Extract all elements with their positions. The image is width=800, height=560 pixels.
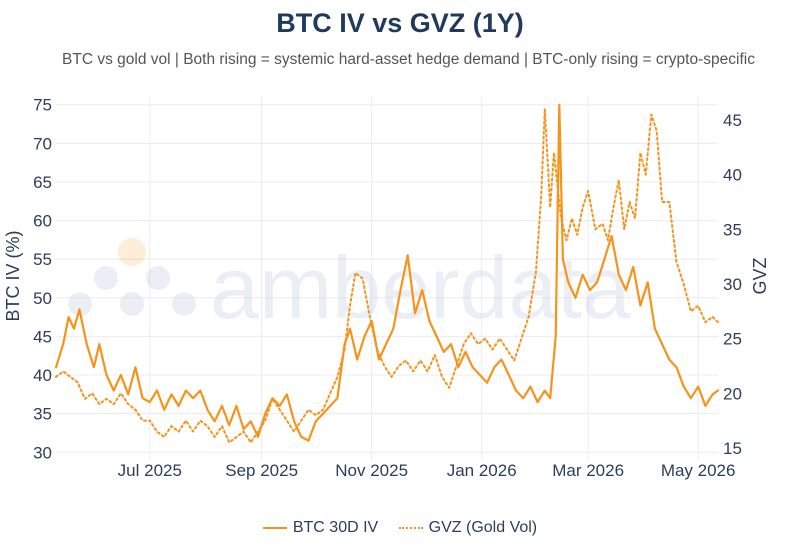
x-tick-label: Nov 2025	[335, 461, 408, 480]
right-tick-label: 35	[723, 220, 742, 239]
left-tick-label: 35	[33, 405, 52, 424]
grid-layer	[56, 97, 718, 460]
right-tick-label: 25	[723, 330, 742, 349]
legend-label: GVZ (Gold Vol)	[428, 519, 538, 536]
left-axis: 30 35 40 45 50 55 60 65 70 75	[33, 96, 52, 463]
watermark-logo-dot	[146, 266, 170, 290]
legend-swatch-dotted	[398, 526, 423, 529]
legend-swatch-solid	[262, 526, 287, 529]
right-tick-label: 20	[723, 384, 742, 403]
x-tick-label: Sep 2025	[225, 461, 298, 480]
x-tick-label: May 2026	[661, 461, 736, 480]
legend-item-gvz[interactable]: GVZ (Gold Vol)	[398, 519, 538, 537]
x-tick-label: Jan 2026	[447, 461, 517, 480]
watermark: amberdata	[68, 238, 631, 337]
legend-item-btc[interactable]: BTC 30D IV	[262, 519, 379, 537]
watermark-logo-dot	[94, 266, 118, 290]
left-tick-label: 75	[33, 96, 52, 115]
x-tick-label: Jul 2025	[118, 461, 182, 480]
watermark-logo-dot	[120, 292, 144, 316]
watermark-logo-dot	[118, 238, 146, 266]
left-tick-label: 60	[33, 212, 52, 231]
chart-title: BTC IV vs GVZ (1Y)	[276, 8, 524, 38]
left-tick-label: 55	[33, 250, 52, 269]
left-tick-label: 50	[33, 289, 52, 308]
x-tick-label: Mar 2026	[552, 461, 624, 480]
right-tick-label: 45	[723, 111, 742, 130]
watermark-logo-dot	[68, 292, 92, 316]
right-axis: 15 20 25 30 35 40 45	[723, 111, 742, 458]
legend: BTC 30D IV GVZ (Gold Vol)	[0, 519, 800, 537]
left-axis-title: BTC IV (%)	[3, 230, 23, 321]
series-layer	[54, 103, 720, 444]
left-tick-label: 45	[33, 327, 52, 346]
watermark-logo-dot	[172, 292, 196, 316]
right-tick-label: 40	[723, 166, 742, 185]
chart-subtitle: BTC vs gold vol | Both rising = systemic…	[62, 51, 755, 68]
series-line-gvz[interactable]	[55, 108, 719, 444]
left-tick-label: 70	[33, 134, 52, 153]
legend-label: BTC 30D IV	[292, 519, 379, 536]
x-axis: Jul 2025 Sep 2025 Nov 2025 Jan 2026 Mar 2026…	[118, 461, 736, 480]
right-axis-title: GVZ	[750, 257, 770, 294]
right-tick-label: 30	[723, 275, 742, 294]
left-tick-label: 30	[33, 443, 52, 462]
watermark-text: amberdata	[210, 238, 631, 337]
left-tick-label: 65	[33, 173, 52, 192]
series-line-btc-iv[interactable]	[54, 103, 720, 442]
right-tick-label: 15	[723, 439, 742, 458]
left-tick-label: 40	[33, 366, 52, 385]
